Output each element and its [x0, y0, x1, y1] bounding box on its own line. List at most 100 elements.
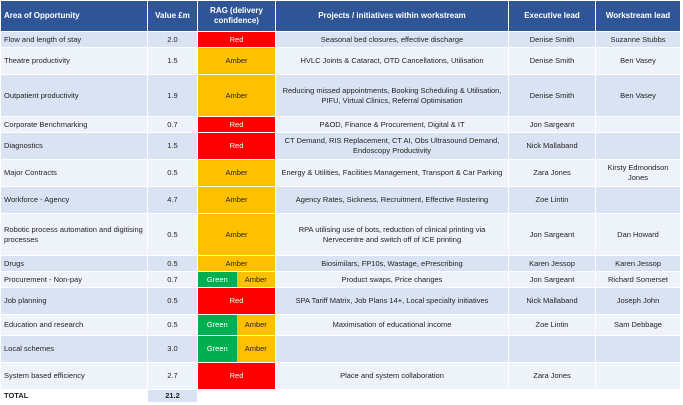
table-row: Corporate Benchmarking 0.7 Red P&OD, Financ…	[0, 116, 681, 133]
projects-cell: Biosimilars, FP10s, Wastage, ePrescribin…	[275, 255, 509, 272]
projects-cell: P&OD, Finance & Procurement, Digital & I…	[275, 116, 509, 133]
exec-lead-cell: Denise Smith	[508, 74, 596, 117]
area-cell: Local schemes	[0, 335, 148, 363]
header-exec: Executive lead	[508, 0, 596, 32]
workstream-lead-cell: Joseph John	[595, 287, 681, 315]
value-cell: 0.5	[147, 213, 198, 256]
rag-badge-red: Red	[198, 363, 275, 389]
exec-lead-cell: Nick Mallaband	[508, 287, 596, 315]
table-row: Theatre productivity 1.5 Amber HVLC Joints …	[0, 47, 681, 75]
total-empty	[197, 389, 276, 403]
table-row: Drugs 0.5 Amber Biosimilars, FP10s, Wastage…	[0, 255, 681, 272]
workstream-lead-cell: Ben Vasey	[595, 47, 681, 75]
rag-badge-red: Red	[198, 133, 275, 159]
exec-lead-cell: Denise Smith	[508, 31, 596, 48]
workstream-lead-cell: Dan Howard	[595, 213, 681, 256]
workstream-lead-cell: Karen Jessop	[595, 255, 681, 272]
projects-cell: Agency Rates, Sickness, Recruitment, Eff…	[275, 186, 509, 214]
area-cell: Job planning	[0, 287, 148, 315]
rag-cell: Amber	[197, 255, 276, 272]
header-row: Area of Opportunity Value £m RAG (delive…	[0, 0, 681, 32]
exec-lead-cell: Jon Sargeant	[508, 116, 596, 133]
exec-lead-cell: Zoe Lintin	[508, 314, 596, 336]
table-row: Local schemes 3.0 Green Amber	[0, 335, 681, 363]
table-row: Outpatient productivity 1.9 Amber Reducing …	[0, 74, 681, 117]
workstream-lead-cell	[595, 362, 681, 390]
total-empty	[595, 389, 681, 403]
rag-badge-amber: Amber	[198, 75, 275, 116]
rag-badge-amber: Amber	[236, 272, 275, 287]
rag-cell: Red	[197, 31, 276, 48]
area-cell: Flow and length of stay	[0, 31, 148, 48]
projects-cell	[275, 335, 509, 363]
value-cell: 1.9	[147, 74, 198, 117]
area-cell: Workforce - Agency	[0, 186, 148, 214]
header-workstream: Workstream lead	[595, 0, 681, 32]
rag-badge-amber: Amber	[236, 315, 275, 335]
rag-cell: Red	[197, 362, 276, 390]
value-cell: 2.7	[147, 362, 198, 390]
rag-cell: Green Amber	[197, 314, 276, 336]
exec-lead-cell: Jon Sargeant	[508, 213, 596, 256]
value-cell: 0.7	[147, 116, 198, 133]
exec-lead-cell: Zara Jones	[508, 159, 596, 187]
table-row: Robotic process automation and digitisin…	[0, 213, 681, 256]
workstream-lead-cell: Suzanne Stubbs	[595, 31, 681, 48]
projects-cell: CT Demand, RIS Replacement, CT AI, Obs U…	[275, 132, 509, 160]
value-cell: 3.0	[147, 335, 198, 363]
projects-cell: RPA utilising use of bots, reduction of …	[275, 213, 509, 256]
rag-badge-green: Green	[198, 272, 237, 287]
value-cell: 0.7	[147, 271, 198, 288]
value-cell: 0.5	[147, 314, 198, 336]
workstream-lead-cell: Richard Somerset	[595, 271, 681, 288]
table-row: Diagnostics 1.5 Red CT Demand, RIS Replacem…	[0, 132, 681, 160]
rag-cell: Amber	[197, 186, 276, 214]
rag-badge-green: Green	[198, 315, 237, 335]
header-rag: RAG (delivery confidence)	[197, 0, 276, 32]
header-projects: Projects / initiatives within workstream	[275, 0, 509, 32]
projects-cell: HVLC Joints & Cataract, OTD Cancellation…	[275, 47, 509, 75]
value-cell: 0.5	[147, 159, 198, 187]
rag-badge-amber: Amber	[198, 214, 275, 255]
exec-lead-cell: Jon Sargeant	[508, 271, 596, 288]
projects-cell: Maximisation of educational income	[275, 314, 509, 336]
rag-badge-red: Red	[198, 288, 275, 314]
table-row: Procurement - Non-pay 0.7 Green Amber Produc…	[0, 271, 681, 288]
value-cell: 0.5	[147, 255, 198, 272]
area-cell: Corporate Benchmarking	[0, 116, 148, 133]
rag-cell: Amber	[197, 213, 276, 256]
rag-cell: Green Amber	[197, 335, 276, 363]
exec-lead-cell	[508, 335, 596, 363]
total-empty	[275, 389, 509, 403]
rag-badge-amber: Amber	[198, 48, 275, 74]
rag-badge-red: Red	[198, 117, 275, 132]
projects-cell: Product swaps, Price changes	[275, 271, 509, 288]
value-cell: 1.5	[147, 132, 198, 160]
area-cell: Outpatient productivity	[0, 74, 148, 117]
projects-cell: Energy & Utilities, Facilities Managemen…	[275, 159, 509, 187]
rag-cell: Amber	[197, 159, 276, 187]
rag-badge-amber: Amber	[236, 336, 275, 362]
workstream-lead-cell	[595, 116, 681, 133]
exec-lead-cell: Denise Smith	[508, 47, 596, 75]
table-row: Education and research 0.5 Green Amber Maxim…	[0, 314, 681, 336]
total-value: 21.2	[147, 389, 198, 403]
value-cell: 0.5	[147, 287, 198, 315]
value-cell: 1.5	[147, 47, 198, 75]
rag-badge-green: Green	[198, 336, 237, 362]
total-label: TOTAL	[0, 389, 148, 403]
rag-badge-amber: Amber	[198, 256, 275, 271]
projects-cell: Reducing missed appointments, Booking Sc…	[275, 74, 509, 117]
table-row: Flow and length of stay 2.0 Red Seasonal be…	[0, 31, 681, 48]
rag-cell: Red	[197, 116, 276, 133]
table-row: Job planning 0.5 Red SPA Tariff Matrix, Job…	[0, 287, 681, 315]
area-cell: Theatre productivity	[0, 47, 148, 75]
projects-cell: Seasonal bed closures, effective dischar…	[275, 31, 509, 48]
area-cell: Major Contracts	[0, 159, 148, 187]
rag-cell: Amber	[197, 74, 276, 117]
exec-lead-cell: Nick Mallaband	[508, 132, 596, 160]
value-cell: 4.7	[147, 186, 198, 214]
rag-badge-red: Red	[198, 32, 275, 47]
workstream-lead-cell	[595, 132, 681, 160]
